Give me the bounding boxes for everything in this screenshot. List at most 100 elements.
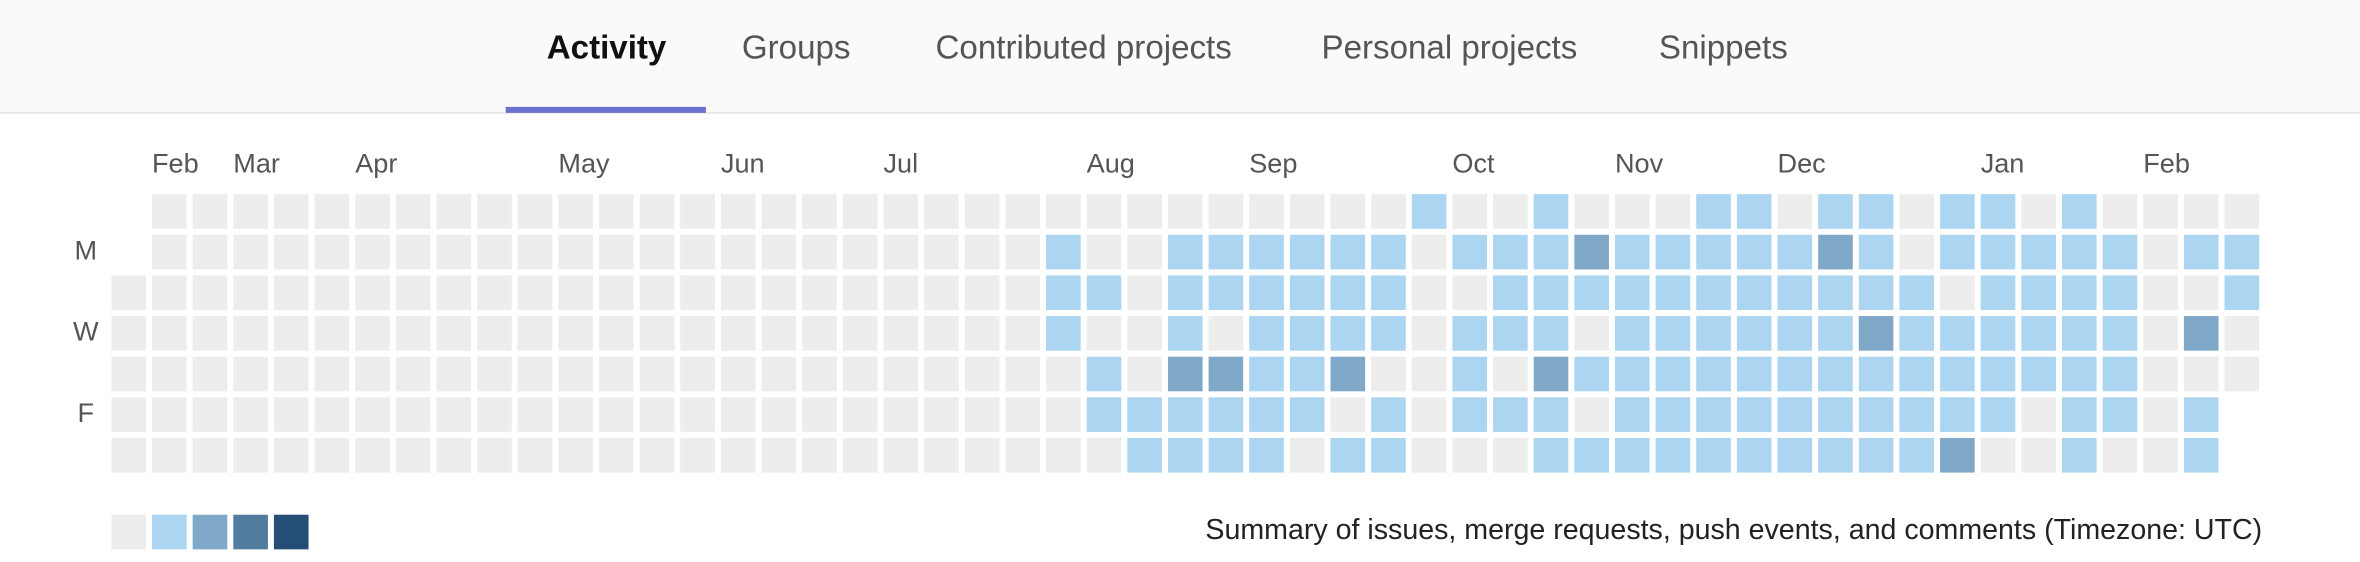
day-cell (558, 397, 594, 432)
day-cell (192, 437, 228, 473)
month-label: Dec (1778, 148, 1826, 179)
day-cell (517, 316, 553, 351)
month-label: Sep (1249, 148, 1297, 179)
day-cell (1777, 234, 1813, 270)
day-cell (1167, 437, 1203, 473)
day-cell (314, 234, 350, 270)
day-cell (1655, 397, 1691, 432)
day-cell (1614, 234, 1650, 270)
day-cell (599, 316, 634, 351)
day-cell (1046, 316, 1081, 351)
nav-tab[interactable]: Activity (547, 29, 667, 66)
day-cell (964, 437, 1000, 473)
day-cell (1980, 356, 2016, 392)
day-cell (192, 275, 228, 311)
day-cell (1371, 437, 1406, 473)
day-cell (1330, 397, 1366, 432)
day-cell (355, 356, 390, 392)
day-cell (599, 397, 634, 432)
day-cell (842, 275, 878, 311)
nav-tab[interactable]: Personal projects (1322, 29, 1578, 66)
day-cell (395, 275, 431, 311)
day-cell (1005, 275, 1041, 311)
day-cell (517, 356, 553, 392)
day-cell (1940, 397, 1975, 432)
day-cell (1411, 316, 1447, 351)
day-cell (1289, 194, 1325, 229)
day-cell (436, 234, 472, 270)
day-cell (1046, 437, 1081, 473)
day-cell (2143, 194, 2178, 229)
day-cell (1777, 275, 1813, 311)
day-cell (1980, 234, 2016, 270)
day-cell (639, 234, 675, 270)
month-label: Feb (2143, 148, 2190, 179)
day-cell (883, 234, 919, 270)
legend-swatch (273, 514, 309, 550)
day-cell (1208, 356, 1244, 392)
day-cell (111, 275, 147, 311)
day-cell (680, 275, 715, 311)
day-cell (1696, 437, 1731, 473)
day-cell (802, 397, 837, 432)
day-cell (233, 437, 268, 473)
day-cell (1411, 437, 1447, 473)
day-cell (1411, 356, 1447, 392)
day-cell (2143, 275, 2178, 311)
day-cell (1533, 234, 1569, 270)
day-cell (1289, 234, 1325, 270)
day-cell (1493, 234, 1528, 270)
day-cell (152, 275, 187, 311)
day-cell (2183, 275, 2219, 311)
nav-tab[interactable]: Snippets (1659, 29, 1788, 66)
day-cell (2102, 194, 2138, 229)
day-cell (2224, 275, 2260, 311)
month-label: Aug (1087, 148, 1135, 179)
day-cell (1533, 275, 1569, 311)
day-cell (842, 397, 878, 432)
day-cell (1574, 316, 1609, 351)
day-cell (233, 397, 268, 432)
day-cell (477, 316, 512, 351)
day-cell (355, 397, 390, 432)
day-cell (1899, 316, 1935, 351)
day-cell (1858, 356, 1894, 392)
day-cell (517, 234, 553, 270)
day-cell (1127, 397, 1162, 432)
day-cell (1899, 356, 1935, 392)
nav-tab[interactable]: Contributed projects (936, 29, 1232, 66)
day-cell (1452, 194, 1488, 229)
day-cell (1940, 194, 1975, 229)
day-cell (680, 194, 715, 229)
day-cell (1736, 275, 1772, 311)
day-cell (842, 194, 878, 229)
day-cell (1005, 194, 1041, 229)
day-cell (1736, 356, 1772, 392)
day-cell (1736, 234, 1772, 270)
day-cell (2021, 316, 2056, 351)
day-cell (1574, 356, 1609, 392)
day-cell (1127, 275, 1162, 311)
day-cell (924, 316, 959, 351)
day-cell (558, 194, 594, 229)
nav-tab[interactable]: Groups (742, 29, 851, 66)
day-cell (2021, 194, 2056, 229)
day-cell (111, 356, 147, 392)
day-cell (1086, 316, 1122, 351)
month-label: Jul (883, 148, 918, 179)
day-cell (1330, 275, 1366, 311)
day-cell (1249, 397, 1284, 432)
legend-swatch (192, 514, 228, 550)
day-cell (964, 356, 1000, 392)
day-cell (761, 397, 797, 432)
day-cell (924, 234, 959, 270)
day-cell (680, 356, 715, 392)
day-cell (1208, 397, 1244, 432)
day-cell (273, 316, 309, 351)
day-label: W (73, 316, 99, 347)
day-cell (1777, 356, 1813, 392)
day-cell (761, 316, 797, 351)
day-cell (1493, 437, 1528, 473)
